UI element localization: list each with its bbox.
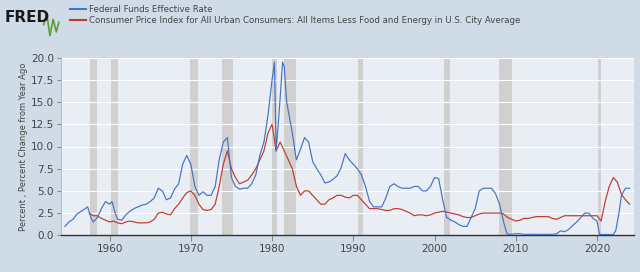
- Legend: Federal Funds Effective Rate, Consumer Price Index for All Urban Consumers: All : Federal Funds Effective Rate, Consumer P…: [67, 2, 524, 29]
- Bar: [598, 58, 601, 235]
- Bar: [111, 58, 118, 235]
- Bar: [358, 58, 363, 235]
- Bar: [284, 58, 296, 235]
- Bar: [90, 58, 97, 235]
- Bar: [190, 58, 198, 235]
- Bar: [444, 58, 450, 235]
- Y-axis label: Percent , Percent Change from Year Ago: Percent , Percent Change from Year Ago: [19, 62, 28, 231]
- Bar: [272, 58, 277, 235]
- Text: FRED: FRED: [5, 10, 51, 25]
- Bar: [499, 58, 512, 235]
- Bar: [223, 58, 233, 235]
